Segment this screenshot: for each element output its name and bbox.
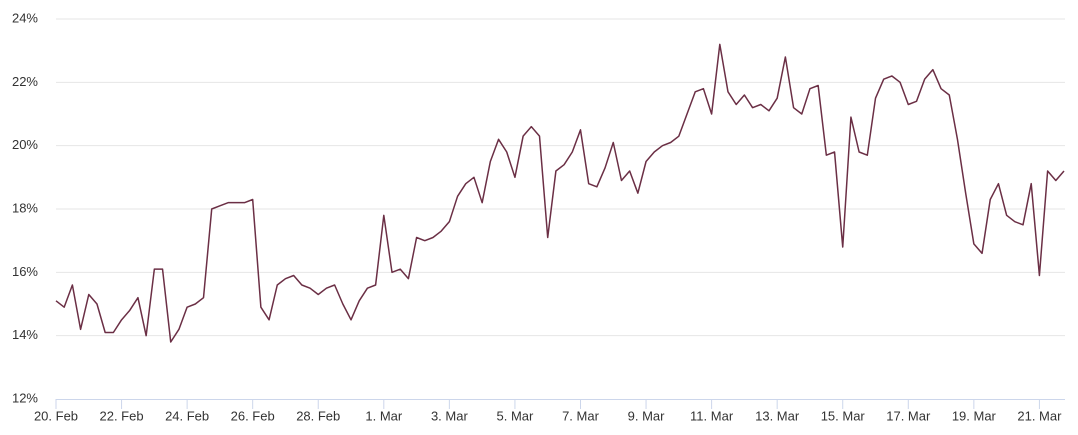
y-tick-label: 22% — [12, 74, 38, 89]
y-tick-label: 24% — [12, 10, 38, 25]
x-tick-label: 17. Mar — [886, 408, 931, 423]
y-tick-label: 12% — [12, 390, 38, 405]
x-tick-label: 15. Mar — [821, 408, 866, 423]
x-tick-label: 9. Mar — [628, 408, 666, 423]
data-line — [55, 43, 1065, 343]
y-tick-label: 20% — [12, 137, 38, 152]
y-tick-label: 18% — [12, 200, 38, 215]
x-tick-label: 13. Mar — [755, 408, 800, 423]
x-tick-label: 28. Feb — [296, 408, 340, 423]
x-tick-label: 24. Feb — [165, 408, 209, 423]
y-tick-label: 16% — [12, 264, 38, 279]
y-tick-label: 14% — [12, 327, 38, 342]
x-tick-label: 1. Mar — [365, 408, 403, 423]
x-tick-label: 3. Mar — [431, 408, 469, 423]
x-tick-label: 21. Mar — [1017, 408, 1062, 423]
x-tick-label: 19. Mar — [952, 408, 997, 423]
x-tick-label: 22. Feb — [100, 408, 144, 423]
x-tick-label: 7. Mar — [562, 408, 600, 423]
x-tick-label: 20. Feb — [34, 408, 78, 423]
x-tick-label: 26. Feb — [231, 408, 275, 423]
x-tick-label: 5. Mar — [497, 408, 535, 423]
x-tick-label: 11. Mar — [690, 408, 734, 423]
